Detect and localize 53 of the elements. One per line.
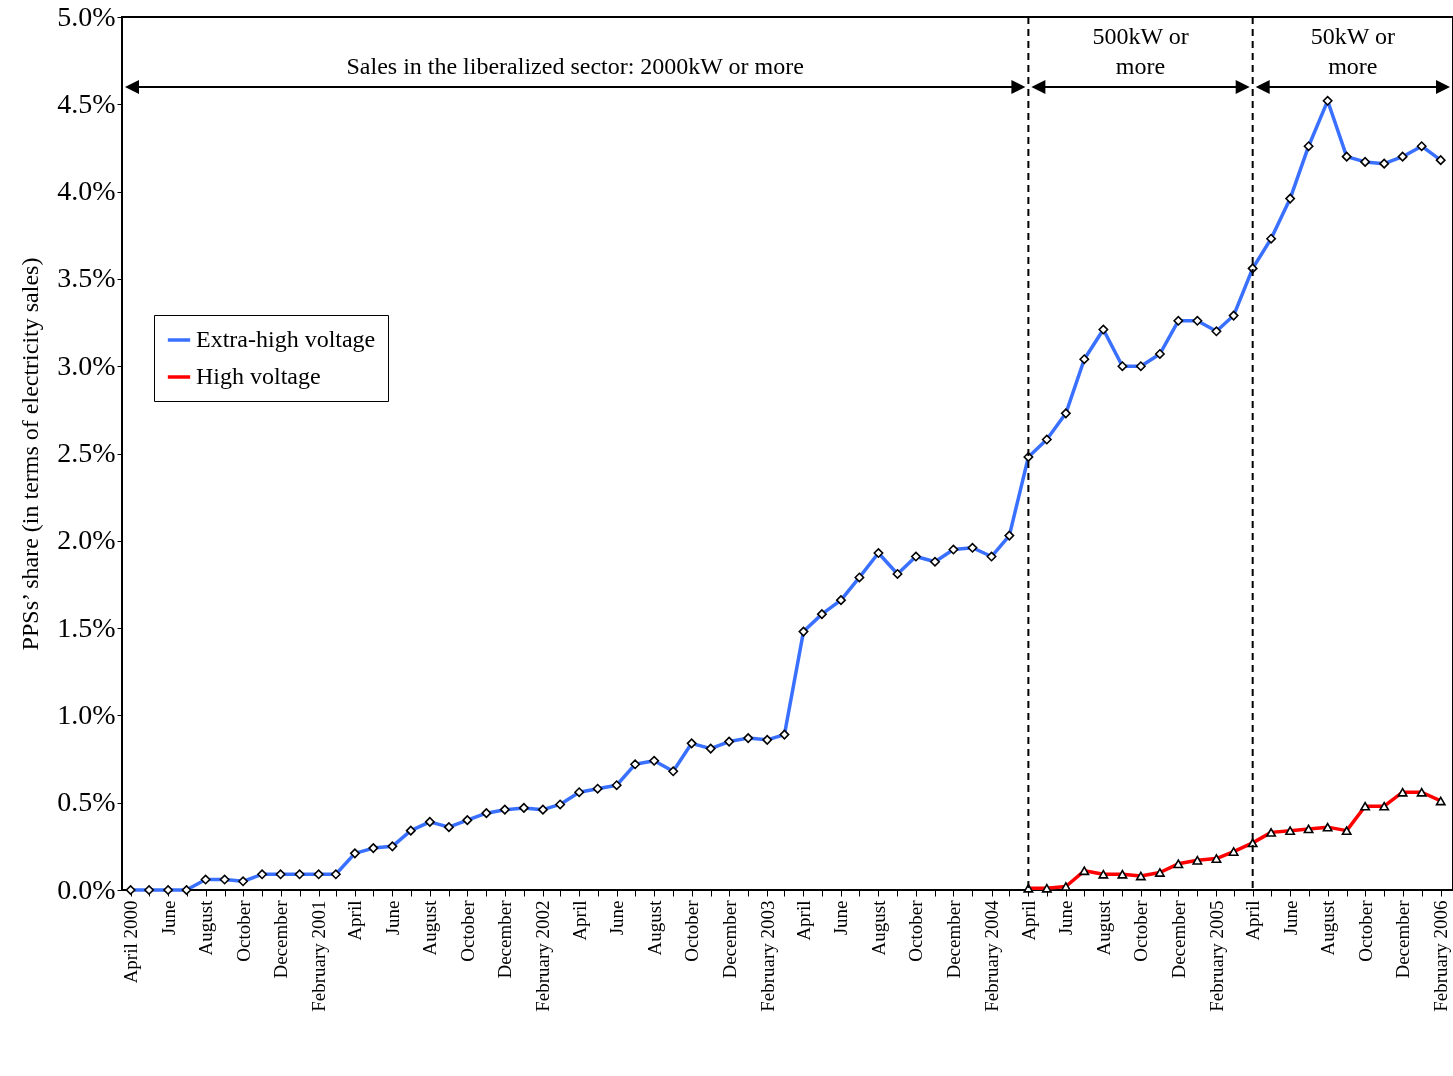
legend-label: High voltage: [196, 363, 321, 389]
legend-label: Extra-high voltage: [196, 326, 376, 352]
x-tick-label: December: [1167, 899, 1189, 979]
x-tick-label: August: [643, 899, 665, 956]
annotation: 500kW or more: [1091, 22, 1190, 81]
y-tick-label: 0.5%: [57, 786, 116, 818]
y-tick-label: 3.0%: [57, 349, 116, 381]
x-tick-label: February 2002: [532, 900, 554, 1012]
x-tick-label: June: [1279, 900, 1301, 936]
x-tick-label: October: [232, 899, 254, 962]
y-tick-label: 1.5%: [57, 611, 116, 643]
x-tick-label: August: [1092, 899, 1114, 956]
x-tick-label: October: [905, 899, 927, 962]
annotation: 50kW or more: [1309, 22, 1396, 81]
x-tick-label: February 2003: [756, 900, 778, 1012]
y-tick-label: 2.5%: [57, 437, 116, 468]
y-tick-label: 4.0%: [57, 175, 116, 207]
x-tick-label: April: [1017, 900, 1039, 941]
y-tick-label: 0.0%: [57, 873, 116, 905]
x-tick-label: April: [792, 900, 814, 941]
x-tick-label: August: [195, 899, 217, 956]
y-tick-label: 4.5%: [57, 87, 116, 119]
y-tick-label: 2.0%: [57, 524, 116, 556]
x-tick-label: August: [419, 899, 441, 956]
x-tick-label: December: [942, 899, 964, 979]
y-axis-title: PPSs’ share (in terms of electricity sales): [17, 257, 44, 651]
y-tick-label: 5.0%: [57, 0, 116, 32]
x-tick-label: April: [344, 900, 366, 941]
x-tick-label: December: [1392, 899, 1414, 979]
x-tick-label: December: [494, 899, 516, 979]
x-tick-label: August: [1317, 899, 1339, 956]
x-tick-label: April: [1242, 900, 1264, 941]
x-tick-label: February 2006: [1430, 900, 1452, 1012]
x-tick-label: October: [681, 899, 703, 962]
x-tick-label: August: [867, 899, 889, 956]
x-tick-label: December: [270, 899, 292, 979]
x-tick-label: June: [830, 900, 852, 936]
y-tick-label: 1.0%: [57, 698, 116, 730]
x-tick-label: June: [381, 900, 403, 936]
x-tick-label: April 2000: [120, 900, 142, 984]
x-tick-label: February 2005: [1205, 900, 1227, 1012]
x-tick-label: June: [606, 900, 628, 936]
x-tick-label: June: [157, 900, 179, 936]
x-tick-label: December: [718, 899, 740, 979]
x-tick-label: February 2001: [308, 900, 330, 1012]
x-tick-label: October: [1354, 899, 1376, 962]
x-tick-label: April: [568, 900, 590, 941]
y-tick-label: 3.5%: [57, 262, 116, 294]
annotation: Sales in the liberalized sector: 2000kW or more: [345, 52, 805, 81]
x-tick-label: June: [1055, 900, 1077, 936]
x-tick-label: October: [456, 899, 478, 962]
x-tick-label: February 2004: [981, 900, 1003, 1012]
x-tick-label: October: [1130, 899, 1152, 962]
